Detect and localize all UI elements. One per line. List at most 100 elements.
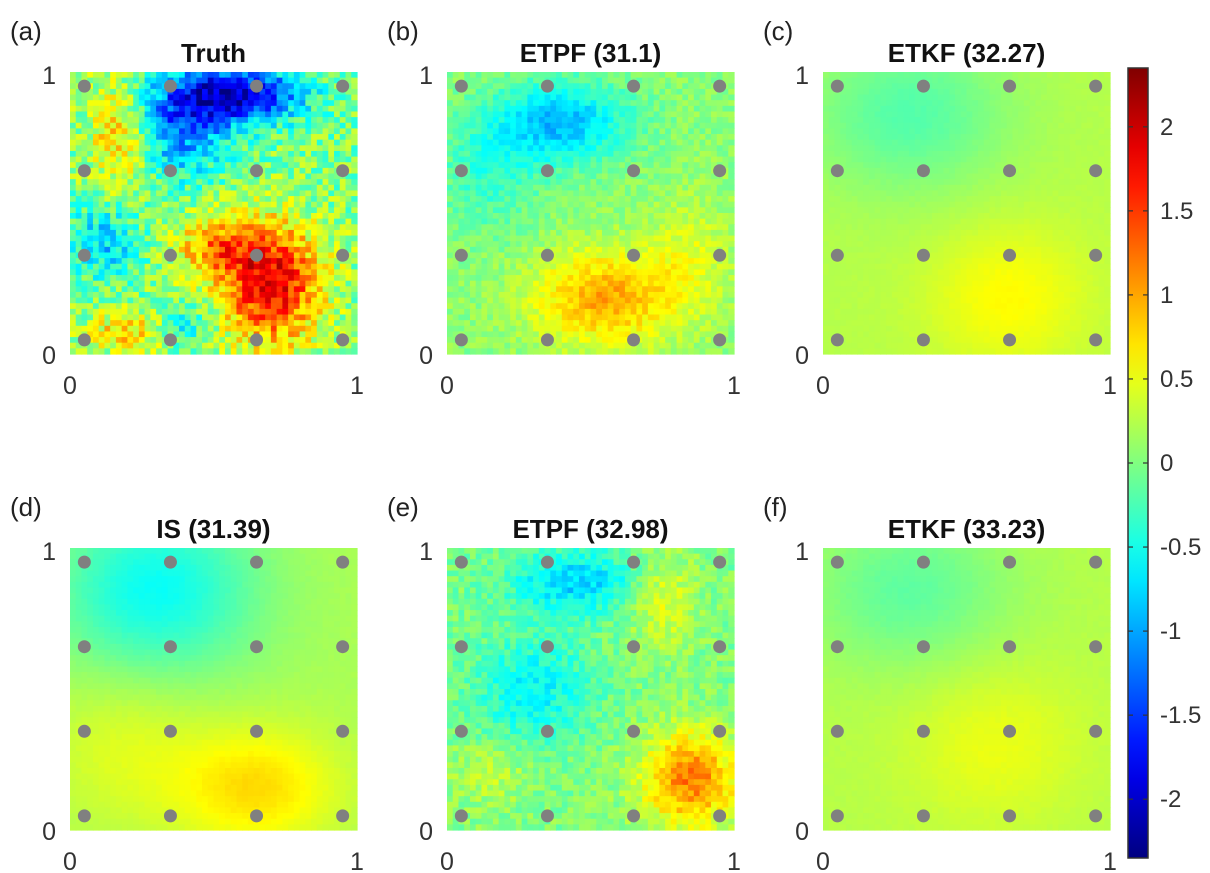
y-tick-label: 1 — [42, 62, 56, 90]
observation-point — [336, 724, 350, 738]
panel-b-field — [447, 72, 735, 355]
observation-point — [916, 640, 930, 654]
observation-point — [454, 640, 468, 654]
observation-point — [77, 248, 91, 262]
observation-point — [336, 164, 350, 178]
observation-point — [336, 333, 350, 347]
observation-point — [713, 724, 727, 738]
x-tick-label: 0 — [440, 848, 454, 873]
observation-point — [336, 640, 350, 654]
observation-point — [163, 640, 177, 654]
observation-point — [1003, 555, 1017, 569]
panel-a-letter: (a) — [10, 16, 42, 46]
colorbar-tick-label: -1 — [1160, 618, 1181, 645]
observation-point — [540, 724, 554, 738]
colorbar-tick-label: -2 — [1160, 786, 1181, 813]
observation-point — [627, 333, 641, 347]
observation-point — [1003, 79, 1017, 93]
observation-point — [1003, 333, 1017, 347]
observation-point — [830, 724, 844, 738]
observation-point — [163, 248, 177, 262]
observation-point — [163, 79, 177, 93]
panel-c-letter: (c) — [763, 16, 793, 46]
colorbar-tick-label: -1.5 — [1160, 702, 1201, 729]
observation-point — [627, 164, 641, 178]
observation-point — [540, 79, 554, 93]
observation-point — [830, 333, 844, 347]
y-tick-label: 0 — [795, 342, 809, 370]
observation-point — [336, 809, 350, 823]
observation-point — [1003, 640, 1017, 654]
colorbar-tick-label: 1 — [1160, 282, 1173, 309]
observation-point — [1003, 164, 1017, 178]
x-tick-label: 1 — [1103, 372, 1117, 400]
observation-point — [830, 164, 844, 178]
colorbar-tick-label: 2 — [1160, 114, 1173, 141]
panel-a: (a) Truth 1 00 1 — [10, 16, 364, 400]
observation-point — [713, 555, 727, 569]
panel-e-title: ETPF (32.98) — [512, 514, 668, 544]
observation-point — [916, 555, 930, 569]
observation-point — [454, 333, 468, 347]
observation-point — [830, 79, 844, 93]
y-tick-label: 1 — [419, 62, 433, 90]
panel-d: (d) IS (31.39) 1 00 1 — [10, 492, 364, 873]
colorbar-tick-label: 0.5 — [1160, 366, 1193, 393]
x-tick-label: 1 — [350, 848, 364, 873]
panel-a-field — [70, 72, 358, 355]
observation-point — [454, 724, 468, 738]
observation-point — [540, 248, 554, 262]
observation-point — [336, 79, 350, 93]
observation-point — [1089, 248, 1103, 262]
observation-point — [454, 248, 468, 262]
observation-point — [540, 809, 554, 823]
panel-f-title: ETKF (33.23) — [888, 514, 1046, 544]
observation-point — [627, 724, 641, 738]
panel-a-title: Truth — [181, 38, 246, 68]
x-tick-label: 0 — [63, 372, 77, 400]
observation-point — [916, 248, 930, 262]
colorbar-tick-label: 1.5 — [1160, 198, 1193, 225]
y-tick-label: 1 — [42, 538, 56, 566]
observation-point — [830, 248, 844, 262]
observation-point — [1089, 809, 1103, 823]
observation-point — [250, 640, 264, 654]
observation-point — [916, 164, 930, 178]
panel-d-letter: (d) — [10, 492, 42, 522]
panel-e-field — [447, 548, 735, 831]
panel-f-letter: (f) — [763, 492, 788, 522]
observation-point — [916, 333, 930, 347]
observation-point — [1089, 640, 1103, 654]
panel-f-field — [823, 548, 1111, 831]
y-tick-label: 0 — [419, 818, 433, 846]
observation-point — [627, 248, 641, 262]
x-tick-label: 1 — [727, 848, 741, 873]
observation-point — [713, 640, 727, 654]
panel-b-letter: (b) — [387, 16, 419, 46]
observation-point — [713, 248, 727, 262]
observation-point — [713, 809, 727, 823]
observation-point — [163, 724, 177, 738]
observation-point — [77, 79, 91, 93]
observation-point — [250, 333, 264, 347]
observation-point — [454, 79, 468, 93]
x-tick-label: 0 — [816, 848, 830, 873]
y-tick-label: 1 — [795, 538, 809, 566]
observation-point — [1089, 333, 1103, 347]
observation-point — [916, 724, 930, 738]
y-tick-label: 1 — [419, 538, 433, 566]
colorbar-tick-label: 0 — [1160, 450, 1173, 477]
observation-point — [163, 164, 177, 178]
observation-point — [250, 555, 264, 569]
panel-b-title: ETPF (31.1) — [520, 38, 662, 68]
panel-e: (e) ETPF (32.98) 1 00 1 — [387, 492, 741, 873]
observation-point — [916, 79, 930, 93]
observation-point — [1089, 555, 1103, 569]
observation-point — [540, 164, 554, 178]
observation-point — [713, 164, 727, 178]
x-tick-label: 0 — [816, 372, 830, 400]
observation-point — [454, 164, 468, 178]
observation-point — [627, 640, 641, 654]
observation-point — [250, 248, 264, 262]
